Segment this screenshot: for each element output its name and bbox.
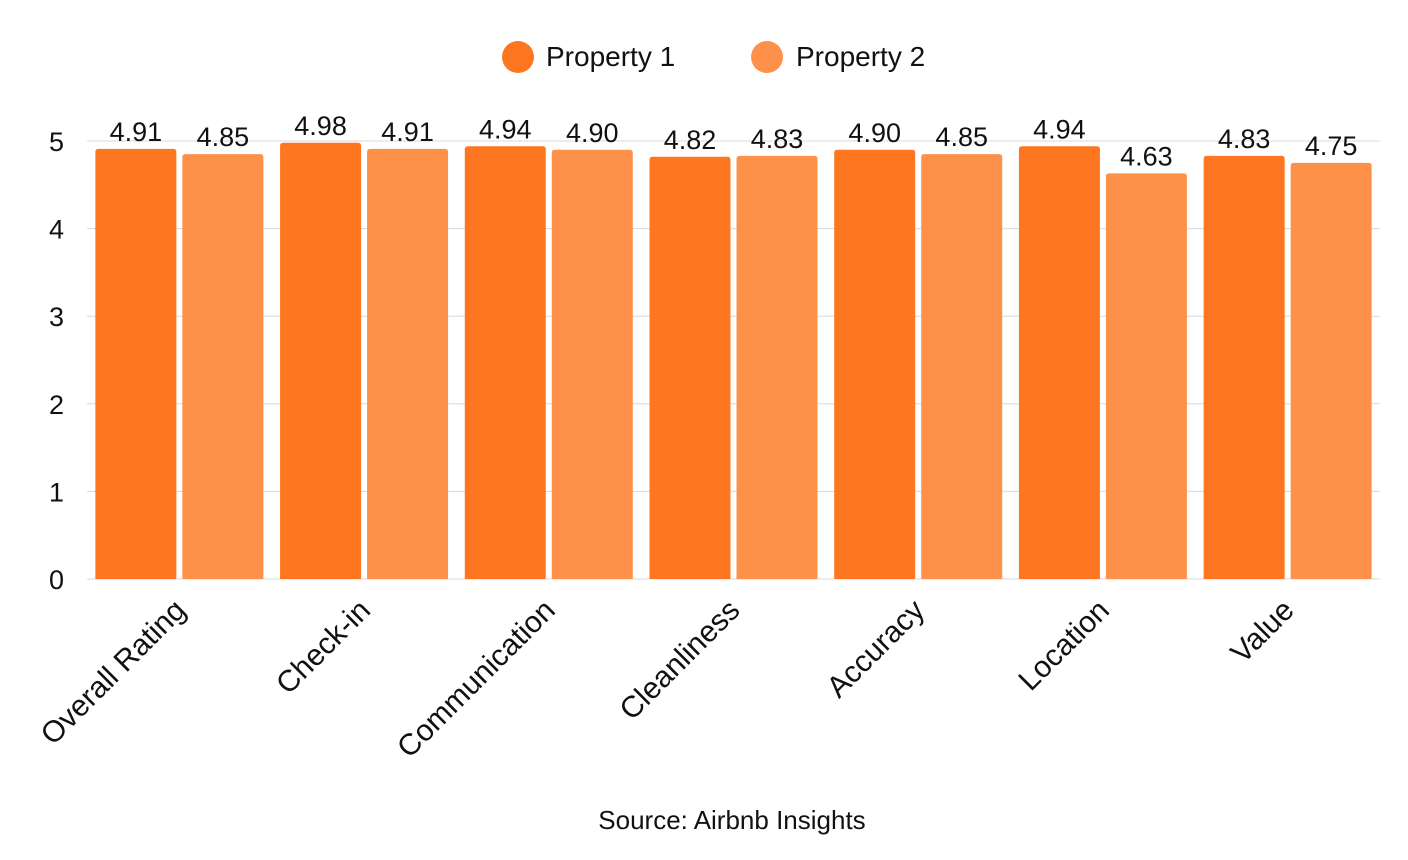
x-axis: Overall Rating Check-in Communication Clean… <box>35 594 1301 765</box>
legend: Property 1 Property 2 <box>502 41 925 73</box>
bar-value-label: 4.94 <box>479 114 532 144</box>
bar-value-label: 4.90 <box>566 118 619 148</box>
bar-series-1 <box>834 149 916 579</box>
bar-value-label: 4.90 <box>848 118 901 148</box>
bar-value-label: 4.63 <box>1120 141 1173 171</box>
bar-series-1 <box>95 148 177 579</box>
bar-series-1 <box>1203 155 1285 579</box>
bar-value-label: 4.85 <box>935 122 988 152</box>
bar-series-2 <box>551 149 633 579</box>
x-tick-label: Accuracy <box>821 594 932 705</box>
bar-series-2 <box>736 155 818 579</box>
y-tick-label: 2 <box>49 390 64 420</box>
bar-series-2 <box>1105 173 1187 580</box>
legend-label-series-1: Property 1 <box>546 41 675 72</box>
bar-value-label: 4.82 <box>664 125 717 155</box>
y-axis: 0 1 2 3 4 5 <box>49 127 64 595</box>
x-tick-label: Value <box>1225 594 1301 670</box>
bar-series-2 <box>1290 162 1372 579</box>
bar-value-label: 4.85 <box>197 122 250 152</box>
bar-value-label: 4.91 <box>110 117 163 147</box>
y-tick-label: 1 <box>49 477 64 507</box>
bar-value-label: 4.98 <box>294 111 347 141</box>
bar-series-1 <box>649 156 731 579</box>
bar-series-2 <box>182 154 264 579</box>
y-tick-label: 4 <box>49 215 64 245</box>
bar-series-1 <box>464 146 546 580</box>
x-tick-label: Location <box>1012 594 1116 698</box>
y-tick-label: 3 <box>49 302 64 332</box>
y-tick-label: 5 <box>49 127 64 157</box>
legend-swatch-series-2 <box>751 41 783 73</box>
source-note: Source: Airbnb Insights <box>598 805 865 835</box>
bars <box>95 142 1372 580</box>
x-tick-label: Cleanliness <box>613 594 746 727</box>
bar-series-2 <box>367 148 449 579</box>
data-labels: 4.91 4.85 4.98 4.91 4.94 4.90 4.82 4.83 4.90 4.85… <box>110 111 1358 172</box>
legend-swatch-series-1 <box>502 41 534 73</box>
bar-series-1 <box>1018 146 1100 580</box>
x-tick-label: Communication <box>391 594 562 765</box>
x-tick-label: Overall Rating <box>35 594 193 752</box>
y-tick-label: 0 <box>49 565 64 595</box>
x-tick-label: Check-in <box>270 594 377 701</box>
bar-value-label: 4.83 <box>1218 124 1271 154</box>
bar-series-1 <box>280 142 362 579</box>
bar-value-label: 4.75 <box>1305 131 1358 161</box>
legend-label-series-2: Property 2 <box>796 41 925 72</box>
bar-value-label: 4.91 <box>381 117 434 147</box>
bar-value-label: 4.94 <box>1033 114 1086 144</box>
bar-series-2 <box>921 154 1003 579</box>
bar-value-label: 4.83 <box>751 124 804 154</box>
